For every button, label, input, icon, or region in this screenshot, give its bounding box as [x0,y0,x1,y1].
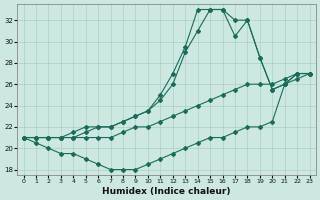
X-axis label: Humidex (Indice chaleur): Humidex (Indice chaleur) [102,187,231,196]
